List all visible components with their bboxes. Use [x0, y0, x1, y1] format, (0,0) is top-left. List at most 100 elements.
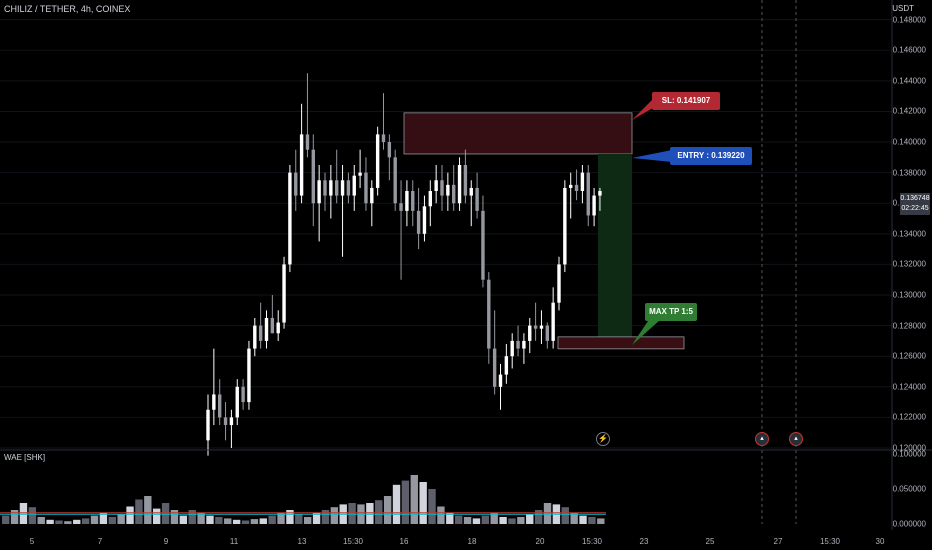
wae-tick-label: 0.050000 [892, 484, 926, 494]
candle-body [498, 374, 503, 387]
wae-bar [410, 475, 418, 524]
price-tick-label: 0.138000 [892, 168, 926, 178]
lightning-icon[interactable]: ⚡ [596, 432, 610, 446]
wae-bar [153, 508, 161, 524]
wae-bar [224, 518, 232, 524]
candle-body [206, 409, 210, 441]
candle-body [563, 187, 567, 265]
price-tick-label: 0.128000 [892, 321, 926, 331]
candle-body [264, 317, 269, 341]
wae-bar [428, 489, 436, 524]
indicator-label[interactable]: WAE [SHK] [4, 453, 46, 462]
take-profit-label[interactable]: MAX TP 1:5 [645, 303, 697, 321]
candle-body [241, 386, 245, 403]
candle-body [475, 187, 479, 211]
candle-body [340, 180, 345, 196]
wae-bar [268, 515, 276, 524]
candle-body [586, 172, 590, 216]
candle-body [411, 190, 415, 211]
wae-bar [250, 519, 259, 524]
wae-bar [517, 517, 525, 524]
candle-body [422, 206, 427, 234]
stop-loss-label[interactable]: SL: 0.141907 [652, 92, 720, 110]
time-tick-label: 25 [705, 537, 715, 546]
wae-tick-label: 0.100000 [892, 449, 926, 459]
candle-body [440, 180, 444, 196]
wae-bar [321, 510, 330, 524]
price-tick-label: 0.130000 [892, 290, 926, 300]
event-flag-icon[interactable]: ▴ [755, 432, 769, 446]
wae-bar [588, 517, 596, 524]
wae-bar [455, 515, 463, 524]
wae-bar [463, 517, 472, 524]
candle-body [434, 180, 438, 191]
wae-bar [481, 515, 490, 524]
stop-loss-zone[interactable] [403, 112, 633, 155]
wae-bar [99, 512, 108, 524]
candle-body [288, 172, 292, 265]
candle-body [492, 348, 497, 387]
time-tick-label: 13 [297, 537, 307, 546]
wae-bar [117, 514, 125, 524]
wae-bar [534, 510, 543, 524]
time-tick-label: 18 [467, 537, 477, 546]
wae-bar [597, 518, 605, 524]
candle-body [405, 190, 409, 211]
candle-body [364, 172, 368, 204]
candle-body [580, 172, 585, 191]
wae-bar [392, 484, 401, 524]
take-profit-target-box[interactable] [557, 336, 685, 350]
time-tick-label: 15:30 [342, 537, 364, 546]
wae-bar [508, 518, 516, 524]
wae-bar [37, 517, 45, 524]
wae-bar [188, 510, 196, 524]
price-tick-label: 0.148000 [892, 15, 926, 25]
time-tick-label: 5 [29, 537, 35, 546]
symbol-title[interactable]: CHILIZ / TETHER, 4h, COINEX [4, 4, 131, 14]
time-tick-label: 7 [97, 537, 103, 546]
wae-bar [561, 507, 569, 524]
wae-tick-label: 0.000000 [892, 519, 926, 529]
candle-body [393, 157, 397, 204]
candle-body [253, 325, 257, 349]
candle-body [452, 184, 456, 204]
candle-body [545, 325, 549, 341]
wae-bar [312, 512, 321, 524]
candle-body [510, 340, 514, 357]
wae-histogram [0, 475, 606, 524]
candle-body [533, 325, 538, 329]
wae-bar [330, 507, 339, 524]
wae-bar [295, 514, 303, 524]
candle-body [299, 134, 304, 196]
wae-bar [90, 515, 99, 524]
price-tick-label: 0.134000 [892, 229, 926, 239]
candle-body [218, 394, 222, 418]
wae-bar [81, 518, 90, 524]
wae-bar [490, 512, 498, 524]
take-profit-zone[interactable] [598, 153, 632, 338]
candle-body [457, 164, 462, 204]
candle-body [516, 340, 520, 349]
wae-bar [161, 503, 170, 524]
time-tick-label: 9 [163, 537, 169, 546]
entry-label[interactable]: ENTRY : 0.139220 [670, 147, 752, 165]
price-candles [206, 73, 602, 456]
wae-bar [19, 503, 28, 524]
wae-bar [375, 500, 383, 524]
candle-body [539, 325, 544, 329]
time-tick-label: 15:30 [581, 537, 603, 546]
event-flag-icon[interactable]: ▴ [789, 432, 803, 446]
price-tick-label: 0.146000 [892, 45, 926, 55]
candle-body [346, 180, 351, 196]
candle-body [522, 340, 526, 349]
candle-body [481, 210, 485, 280]
wae-bar [179, 515, 188, 524]
price-tick-label: 0.120000 [892, 443, 926, 453]
wae-bar [197, 512, 205, 524]
wae-bar [28, 507, 37, 524]
wae-bar [10, 510, 19, 524]
current-price: 0.136748 [900, 195, 930, 202]
candle-body [504, 356, 509, 375]
candle-body [305, 134, 310, 150]
